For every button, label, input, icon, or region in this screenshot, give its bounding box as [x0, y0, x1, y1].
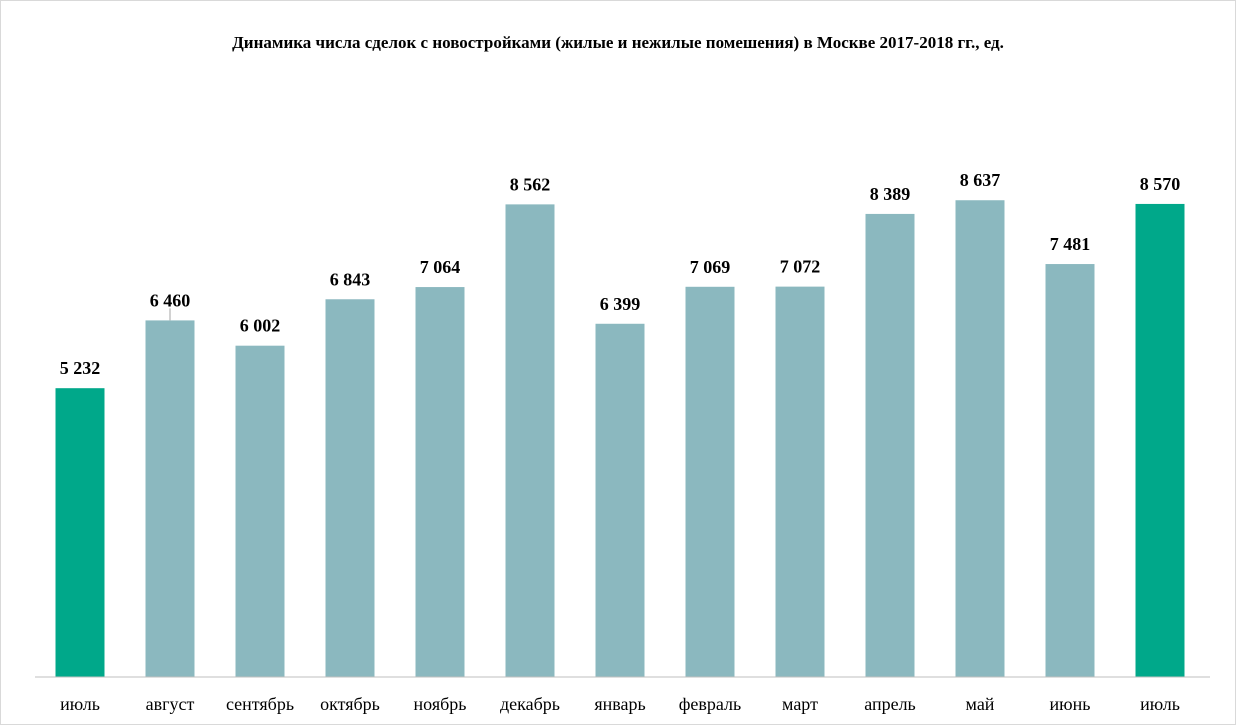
bar-10 — [955, 200, 1005, 677]
category-label-9: апрель — [864, 694, 916, 714]
bar-5 — [505, 204, 555, 677]
bar-6 — [595, 323, 645, 677]
bar-3 — [325, 299, 375, 677]
category-label-3: октябрь — [320, 694, 380, 714]
bar-7 — [685, 286, 735, 677]
category-label-6: январь — [594, 694, 645, 714]
category-label-4: ноябрь — [414, 694, 467, 714]
bar-2 — [235, 345, 285, 677]
bar-4 — [415, 287, 465, 677]
value-label-8: 7 072 — [780, 257, 821, 277]
value-label-10: 8 637 — [960, 170, 1001, 190]
category-label-7: февраль — [679, 694, 742, 714]
bar-11 — [1045, 264, 1095, 677]
bar-1 — [145, 320, 195, 677]
value-label-5: 8 562 — [510, 174, 551, 194]
category-label-12: июль — [1140, 694, 1180, 714]
value-label-9: 8 389 — [870, 184, 911, 204]
bar-12 — [1135, 203, 1185, 677]
bar-9 — [865, 213, 915, 678]
category-label-11: июнь — [1050, 694, 1091, 714]
value-label-6: 6 399 — [600, 294, 641, 314]
bar-0 — [55, 388, 105, 677]
category-label-0: июль — [60, 694, 100, 714]
category-label-5: декабрь — [500, 694, 560, 714]
category-label-8: март — [782, 694, 818, 714]
value-label-7: 7 069 — [690, 257, 731, 277]
value-label-2: 6 002 — [240, 316, 281, 336]
category-label-2: сентябрь — [226, 694, 294, 714]
chart-title: Динамика числа сделок с новостройками (ж… — [232, 33, 1004, 52]
value-label-11: 7 481 — [1050, 234, 1091, 254]
value-label-0: 5 232 — [60, 358, 101, 378]
category-label-10: май — [966, 694, 995, 714]
value-label-1: 6 460 — [150, 290, 191, 310]
bar-8 — [775, 286, 825, 677]
value-label-3: 6 843 — [330, 269, 371, 289]
value-label-12: 8 570 — [1140, 174, 1181, 194]
value-label-4: 7 064 — [420, 257, 461, 277]
category-label-1: август — [146, 694, 195, 714]
